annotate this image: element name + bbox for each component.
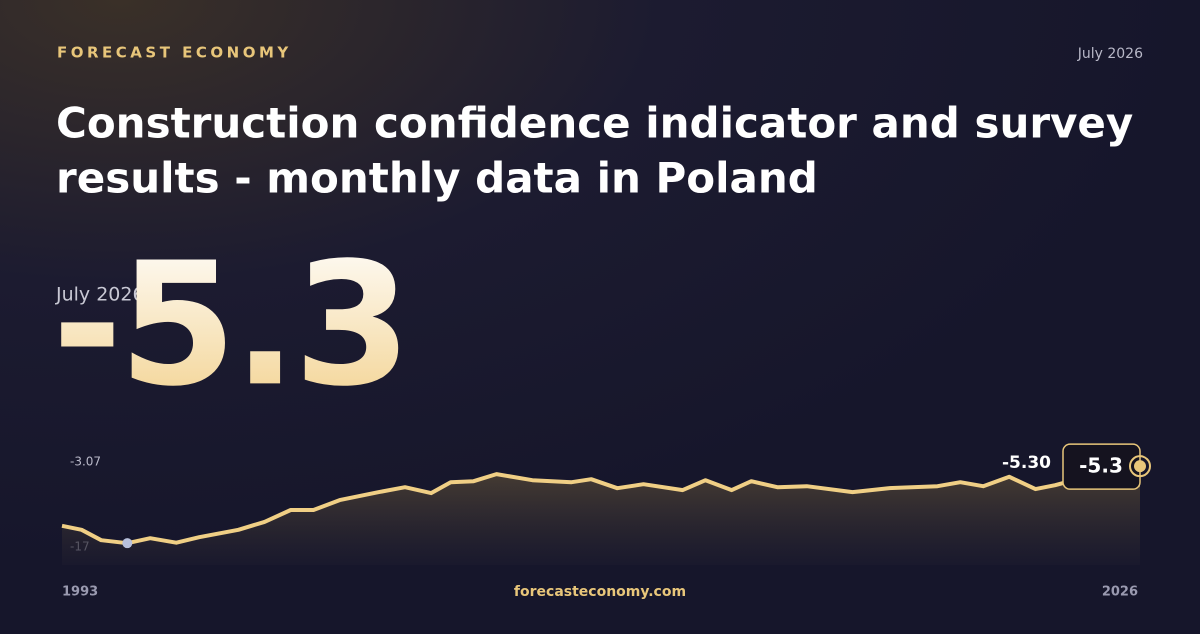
brand: FORECAST ECONOMY [57,44,292,62]
x-tick-label: 2026 [1102,585,1138,600]
line [61,472,1141,546]
title: Construction confidence indicator and su… [56,99,1133,148]
headline-label: July 2026 [55,284,145,306]
headline-value: -5.3 [52,226,408,424]
last-dot-ring [1129,455,1151,478]
title: results - monthly data in Poland [56,154,818,203]
last-dot [1134,460,1146,473]
area [62,474,1140,565]
footer: forecasteconomy.com [514,584,686,600]
date: July 2026 [1077,46,1143,62]
last-value-label: -5.30 [1002,453,1051,473]
x-tick-label: 1993 [62,585,98,600]
y-tick-label: -3.07 [70,455,101,469]
badge: -5.3 [1079,454,1123,478]
min-dot [122,538,133,549]
